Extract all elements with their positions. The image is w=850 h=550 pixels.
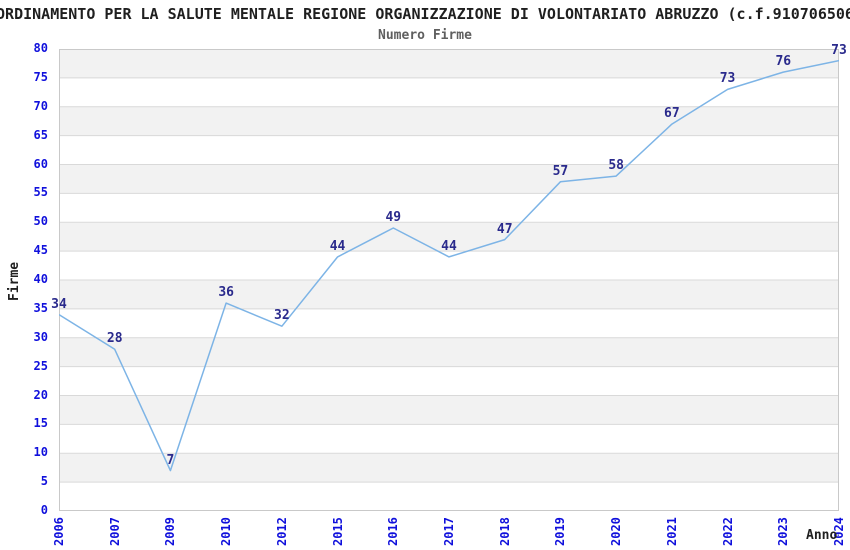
y-tick-label: 60 — [33, 156, 48, 171]
plot-border — [59, 49, 839, 511]
x-tick-label: 2016 — [386, 517, 401, 546]
y-tick-label: 30 — [33, 329, 48, 344]
x-tick-label: 2021 — [664, 517, 679, 546]
grid-band — [59, 280, 839, 309]
y-tick-label: 65 — [33, 127, 48, 142]
data-label: 73 — [831, 42, 847, 58]
y-tick-label: 35 — [33, 300, 48, 315]
grid-band — [59, 337, 839, 367]
data-label: 73 — [719, 71, 736, 87]
x-axis-title: Anno — [806, 528, 838, 543]
x-tick-label: 2009 — [163, 517, 178, 546]
grid-band — [59, 164, 839, 194]
x-tick-label: 2017 — [442, 517, 456, 546]
grid-band — [59, 106, 839, 136]
y-tick-label: 15 — [33, 416, 48, 431]
y-tick-label: 0 — [40, 503, 48, 517]
y-tick-label: 80 — [33, 41, 48, 55]
line-chart-svg — [59, 49, 839, 511]
plot-area — [59, 49, 839, 511]
grid-band — [59, 395, 839, 425]
y-tick-label: 25 — [33, 358, 48, 373]
data-label: 44 — [441, 238, 457, 254]
data-label: 57 — [552, 163, 569, 179]
x-tick-label: 2015 — [330, 517, 345, 546]
y-tick-label: 45 — [33, 243, 48, 258]
x-tick-label: 2007 — [107, 517, 122, 546]
x-tick-label: 2020 — [609, 517, 624, 546]
data-label: 7 — [166, 452, 175, 468]
y-tick-label: 10 — [33, 445, 48, 460]
grid-band — [59, 222, 839, 252]
x-tick-label: 2019 — [553, 517, 568, 546]
x-tick-label: 2018 — [497, 517, 512, 546]
x-tick-label: 2022 — [720, 517, 735, 546]
data-label: 36 — [218, 285, 234, 301]
chart-subtitle: Numero Firme — [378, 28, 472, 43]
x-tick-label: 2012 — [274, 517, 289, 546]
y-tick-label: 20 — [33, 387, 48, 402]
data-label: 58 — [608, 158, 624, 174]
chart-title: ORDINAMENTO PER LA SALUTE MENTALE REGION… — [0, 5, 850, 23]
x-tick-label: 2010 — [219, 517, 234, 546]
y-axis-title: Firme — [7, 261, 22, 301]
series-line — [59, 59, 839, 472]
data-label: 76 — [775, 54, 792, 70]
y-tick-label: 50 — [33, 214, 48, 229]
y-tick-label: 40 — [33, 272, 48, 286]
y-tick-label: 70 — [33, 98, 48, 113]
data-label: 28 — [106, 331, 123, 347]
y-tick-label: 55 — [33, 185, 48, 200]
data-label: 34 — [51, 296, 67, 312]
x-tick-label: 2023 — [776, 517, 791, 546]
y-tick-label: 75 — [33, 69, 48, 84]
data-label: 47 — [496, 221, 513, 237]
data-label: 49 — [385, 210, 402, 226]
grid-band — [59, 49, 839, 78]
data-label: 32 — [274, 308, 290, 324]
y-tick-label: 5 — [40, 474, 48, 489]
grid-band — [59, 453, 839, 483]
x-tick-label: 2006 — [52, 517, 66, 546]
data-label: 67 — [664, 106, 680, 122]
data-label: 44 — [329, 238, 346, 254]
